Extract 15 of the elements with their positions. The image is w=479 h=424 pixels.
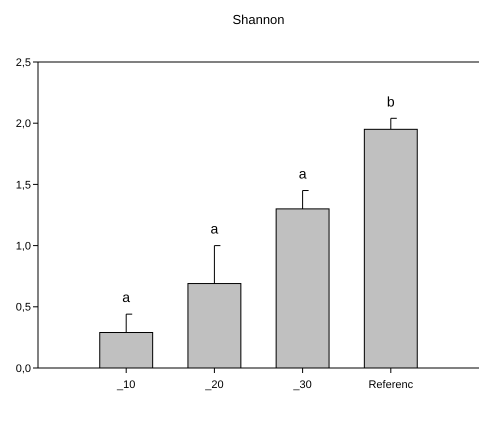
y-tick-label: 0,5 (16, 302, 31, 314)
chart-title: Shannon (232, 12, 285, 27)
annotation: a (298, 166, 307, 182)
y-tick-label: 2,0 (16, 118, 31, 130)
annotation: a (122, 289, 130, 306)
annotation: a (210, 220, 218, 237)
annotation: b (386, 93, 395, 110)
y-tick-label: 1,5 (16, 179, 31, 192)
y-tick-label: 2,5 (16, 56, 31, 69)
y-tick-label: 0,0 (16, 362, 31, 375)
x-tick-label: _10 (116, 379, 136, 391)
x-tick-label: Referenc (368, 379, 414, 391)
x-tick-label: _20 (204, 379, 224, 391)
y-tick-label: 1,0 (16, 240, 31, 252)
x-tick-label: _30 (292, 379, 312, 391)
